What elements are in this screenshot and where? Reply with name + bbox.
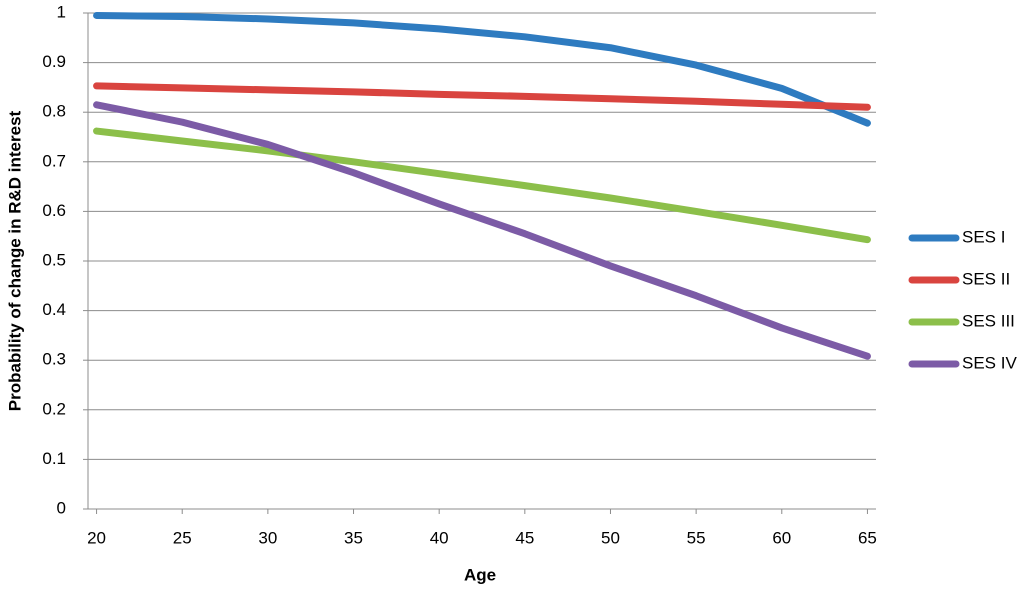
series-line [93, 82, 871, 111]
y-tick-label: 0.7 [42, 151, 66, 170]
y-tick-label: 0.5 [42, 250, 66, 269]
x-tick-label: 50 [601, 528, 620, 547]
x-tick-label: 60 [772, 528, 791, 547]
legend-label: SES III [962, 311, 1015, 330]
series-line [93, 101, 871, 360]
x-tick-label: 35 [344, 528, 363, 547]
y-axis-title: Probability of change in R&D interest [5, 110, 24, 411]
legend-label: SES I [962, 227, 1005, 246]
y-tick-label: 0.6 [42, 201, 66, 220]
x-tick-label: 45 [515, 528, 534, 547]
x-tick-label: 65 [858, 528, 877, 547]
x-tick-label: 55 [687, 528, 706, 547]
x-axis-title: Age [464, 565, 496, 584]
y-tick-label: 0.9 [42, 52, 66, 71]
legend-label: SES IV [962, 353, 1017, 372]
y-tick-label: 0.4 [42, 300, 66, 319]
y-tick-label: 0 [57, 498, 66, 517]
x-tick-label: 25 [173, 528, 192, 547]
y-tick-label: 0.2 [42, 399, 66, 418]
series-line [93, 11, 871, 127]
y-tick-label: 0.3 [42, 350, 66, 369]
y-tick-label: 1 [57, 2, 66, 21]
x-tick-label: 30 [258, 528, 277, 547]
y-tick-label: 0.1 [42, 449, 66, 468]
y-tick-label: 0.8 [42, 102, 66, 121]
x-tick-label: 40 [430, 528, 449, 547]
series-line [93, 127, 871, 244]
legend-label: SES II [962, 269, 1010, 288]
x-tick-label: 20 [87, 528, 106, 547]
